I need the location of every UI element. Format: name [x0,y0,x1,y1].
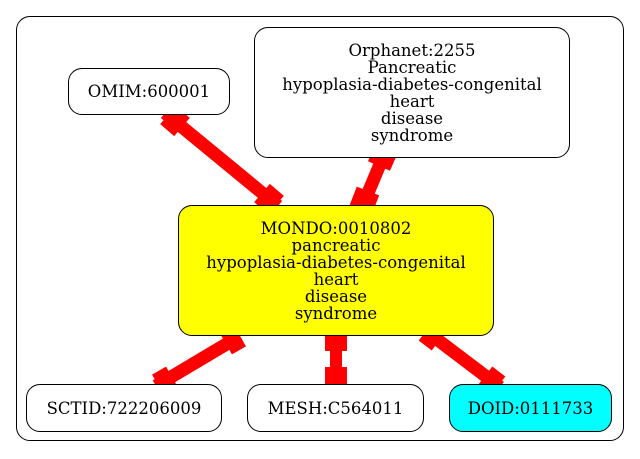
node-doid-label: DOID:0111733 [468,400,594,417]
node-sctid-label: SCTID:722206009 [47,400,202,417]
node-orphanet-label: Orphanet:2255 Pancreatic hypoplasia-diabet… [282,42,542,144]
label-line: pancreatic [291,235,381,255]
label-line: OMIM:600001 [87,82,211,101]
label-line: disease [304,286,368,306]
edge-omim-mondo [160,105,284,215]
graph-frame [16,16,624,441]
edge-mondo-sctid [152,325,246,396]
node-orphanet[interactable]: Orphanet:2255 Pancreatic hypoplasia-diabet… [254,27,570,158]
node-mesh-label: MESH:C564011 [268,400,404,417]
label-line: hypoplasia-diabetes-congenital [282,74,542,94]
node-mesh[interactable]: MESH:C564011 [247,384,424,432]
label-line: Orphanet:2255 [348,40,476,60]
label-line: MESH:C564011 [267,398,404,418]
label-line: DOID:0111733 [467,398,594,418]
node-doid[interactable]: DOID:0111733 [449,384,612,432]
label-line: SCTID:722206009 [46,398,202,418]
label-line: Pancreatic [367,57,457,77]
label-line: syndrome [294,303,378,323]
edge-orphanet-mondo [349,145,397,215]
node-sctid[interactable]: SCTID:722206009 [26,384,222,432]
label-line: heart [389,91,435,111]
label-line: MONDO:0010802 [260,218,412,238]
label-line: disease [380,108,444,128]
node-omim-label: OMIM:600001 [88,83,210,100]
node-mondo-label: MONDO:0010802 pancreatic hypoplasia-diabet… [206,220,466,322]
node-mondo[interactable]: MONDO:0010802 pancreatic hypoplasia-diabet… [178,205,494,336]
node-omim[interactable]: OMIM:600001 [68,68,230,115]
label-line: syndrome [370,125,454,145]
edge-mondo-doid [418,321,506,396]
label-line: heart [313,269,359,289]
label-line: hypoplasia-diabetes-congenital [206,252,466,272]
